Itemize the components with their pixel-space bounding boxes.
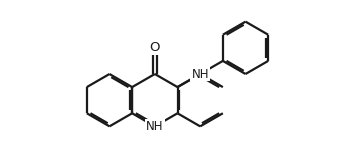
Text: NH: NH [146, 120, 164, 133]
Text: O: O [149, 41, 160, 54]
Text: NH: NH [191, 67, 209, 81]
